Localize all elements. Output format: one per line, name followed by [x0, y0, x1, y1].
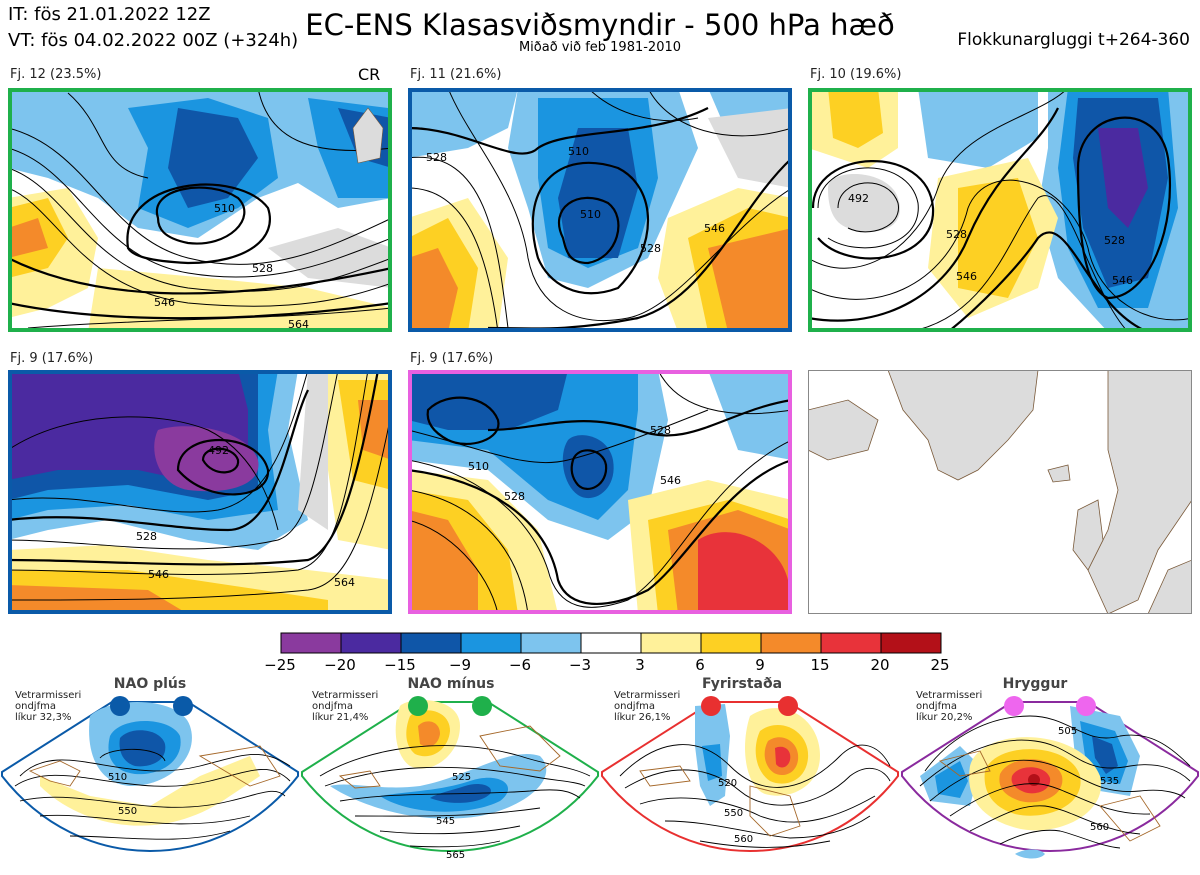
- colorbar-tick: −3: [568, 656, 592, 674]
- valid-time: VT: fös 04.02.2022 00Z (+324h): [8, 30, 299, 51]
- contour-label: 492: [208, 444, 229, 457]
- colorbar-swatch: [340, 632, 402, 654]
- colorbar-swatch: [520, 632, 582, 654]
- contour-label: 545: [436, 816, 455, 827]
- regime-stats: Vetrarmisseri ondjfma líkur 32,3%: [15, 690, 82, 723]
- contour-label: 520: [718, 778, 737, 789]
- contour-label: 528: [650, 424, 671, 437]
- colorbar-tick: 25: [930, 656, 950, 674]
- regime-ridge: 505 535 560: [900, 676, 1200, 871]
- colorbar-swatch: [400, 632, 462, 654]
- regime-name: Fyrirstaða: [701, 676, 783, 692]
- colorbar-tick: 6: [695, 656, 705, 674]
- panel-label-1: Fj. 12 (23.5%): [10, 67, 102, 82]
- contour-label: 510: [214, 202, 235, 215]
- contour-label: 528: [946, 228, 967, 241]
- regime-nao-plus: 510 550: [0, 676, 300, 871]
- contour-label: 546: [1112, 274, 1133, 287]
- regime-stats: Vetrarmisseri ondjfma líkur 21,4%: [312, 690, 379, 723]
- page-subtitle: Miðað við feb 1981-2010: [518, 40, 682, 55]
- colorbar-swatch: [820, 632, 882, 654]
- colorbar-swatch: [700, 632, 762, 654]
- initial-time: IT: fös 21.01.2022 12Z: [8, 4, 211, 25]
- contour-label: 546: [148, 568, 169, 581]
- cluster-map-2: 528 510 510 528 546: [408, 88, 792, 332]
- colorbar-swatch: [880, 632, 942, 654]
- colorbar-tick: 15: [810, 656, 830, 674]
- base-map: [808, 370, 1192, 614]
- panel-label-2: Fj. 11 (21.6%): [410, 67, 502, 82]
- contour-label: 528: [640, 242, 661, 255]
- contour-label: 560: [1090, 822, 1109, 833]
- contour-label: 492: [848, 192, 869, 205]
- panel-marker: CR: [358, 65, 381, 84]
- contour-label: 528: [1104, 234, 1125, 247]
- contour-label: 510: [108, 772, 127, 783]
- colorbar-tick: −15: [384, 656, 416, 674]
- regime-dot: [408, 696, 428, 716]
- colorbar-tick: −6: [508, 656, 532, 674]
- regime-dot: [1004, 696, 1024, 716]
- regime-dot: [173, 696, 193, 716]
- contour-label: 546: [956, 270, 977, 283]
- contour-label: 546: [704, 222, 725, 235]
- regime-blocking: 520 550 560: [600, 676, 900, 871]
- colorbar-swatch: [640, 632, 702, 654]
- regime-dot: [701, 696, 721, 716]
- contour-label: 546: [154, 296, 175, 309]
- contour-label: 564: [334, 576, 355, 589]
- regime-dot: [110, 696, 130, 716]
- regime-name: NAO plús: [113, 676, 187, 692]
- contour-label: 525: [452, 772, 471, 783]
- colorbar-tick: 20: [870, 656, 890, 674]
- contour-label: 510: [468, 460, 489, 473]
- regime-dot: [1076, 696, 1096, 716]
- cluster-map-5: 510 528 528 546: [408, 370, 792, 614]
- contour-label: 546: [660, 474, 681, 487]
- contour-label: 528: [252, 262, 273, 275]
- panel-label-4: Fj. 9 (17.6%): [10, 351, 94, 366]
- regime-name: Hryggur: [1002, 676, 1068, 692]
- regime-dot: [472, 696, 492, 716]
- contour-label: 564: [288, 318, 309, 331]
- panel-label-5: Fj. 9 (17.6%): [410, 351, 494, 366]
- contour-label: 535: [1100, 776, 1119, 787]
- contour-label: 528: [426, 151, 447, 164]
- colorbar-swatch: [280, 632, 342, 654]
- cluster-map-1: 510 528 546 564: [8, 88, 392, 332]
- contour-label: 550: [724, 808, 743, 819]
- contour-label: 565: [446, 850, 465, 861]
- colorbar-tick: 3: [635, 656, 645, 674]
- page-title: EC-ENS Klasasviðsmyndir - 500 hPa hæð: [305, 8, 895, 42]
- colorbar-swatches: [280, 632, 942, 654]
- contour-label: 528: [504, 490, 525, 503]
- colorbar: [280, 632, 944, 658]
- contour-label: 550: [118, 806, 137, 817]
- cluster-map-4: 492 528 546 564: [8, 370, 392, 614]
- panel-label-3: Fj. 10 (19.6%): [810, 67, 902, 82]
- contour-label: 560: [734, 834, 753, 845]
- regime-stats: Vetrarmisseri ondjfma líkur 20,2%: [916, 690, 983, 723]
- colorbar-tick: 9: [755, 656, 765, 674]
- colorbar-swatch: [580, 632, 642, 654]
- colorbar-tick: −9: [448, 656, 472, 674]
- regime-dot: [778, 696, 798, 716]
- colorbar-swatch: [760, 632, 822, 654]
- classification-window: Flokkunargluggi t+264-360: [957, 30, 1190, 50]
- regime-name: NAO mínus: [407, 676, 495, 692]
- contour-label: 505: [1058, 726, 1077, 737]
- colorbar-swatch: [460, 632, 522, 654]
- regime-nao-minus: 525 545 565: [300, 676, 600, 871]
- colorbar-tick: −25: [264, 656, 296, 674]
- contour-label: 510: [568, 145, 589, 158]
- contour-label: 510: [580, 208, 601, 221]
- colorbar-tick: −20: [324, 656, 356, 674]
- regime-stats: Vetrarmisseri ondjfma líkur 26,1%: [614, 690, 681, 723]
- contour-label: 528: [136, 530, 157, 543]
- cluster-map-3: 492 528 546 528 546: [808, 88, 1192, 332]
